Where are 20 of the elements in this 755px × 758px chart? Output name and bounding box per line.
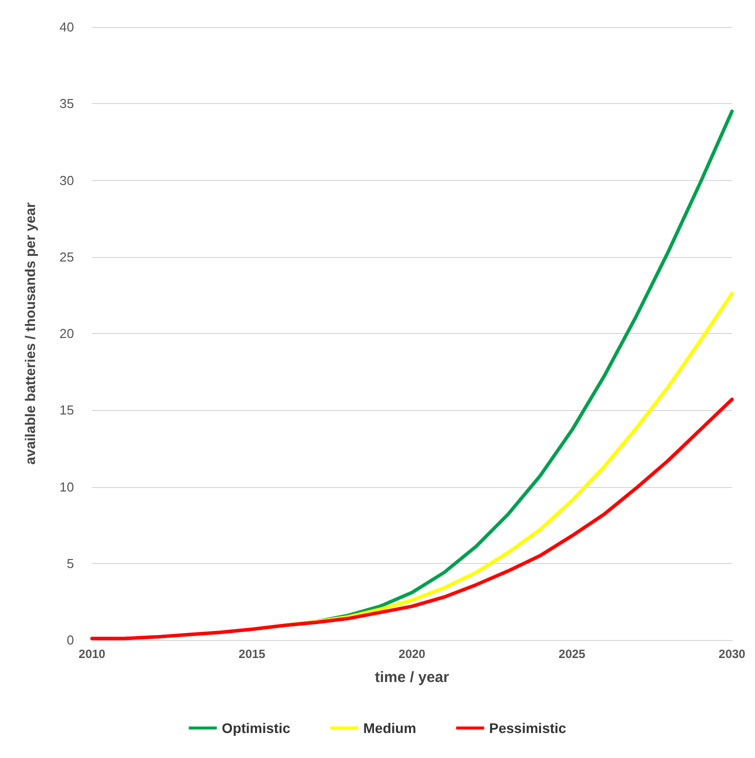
y-tick-label: 25: [60, 249, 74, 264]
y-axis-title: available batteries / thousands per year: [22, 202, 38, 465]
y-tick-label: 30: [60, 172, 74, 188]
y-tick-label: 35: [60, 96, 74, 112]
y-tick-label: 20: [60, 326, 74, 341]
y-tick-label: 15: [60, 402, 74, 418]
x-tick-label: 2020: [398, 647, 426, 661]
y-tick-label: 40: [60, 20, 74, 34]
y-tick-label: 0: [66, 632, 74, 648]
legend-label: Medium: [363, 720, 416, 736]
line-series: [90, 398, 734, 640]
legend-label: Optimistic: [222, 720, 290, 736]
x-tick-label: 2015: [238, 647, 266, 661]
x-tick-label: 2025: [558, 647, 586, 661]
legend-label: Pessimistic: [489, 720, 566, 736]
y-tick-label: 5: [66, 556, 74, 571]
y-tick-label: 10: [60, 479, 74, 494]
x-tick-label: 2030: [718, 647, 746, 661]
x-axis-title: time / year: [374, 669, 450, 686]
x-tick-label: 2010: [78, 647, 106, 661]
